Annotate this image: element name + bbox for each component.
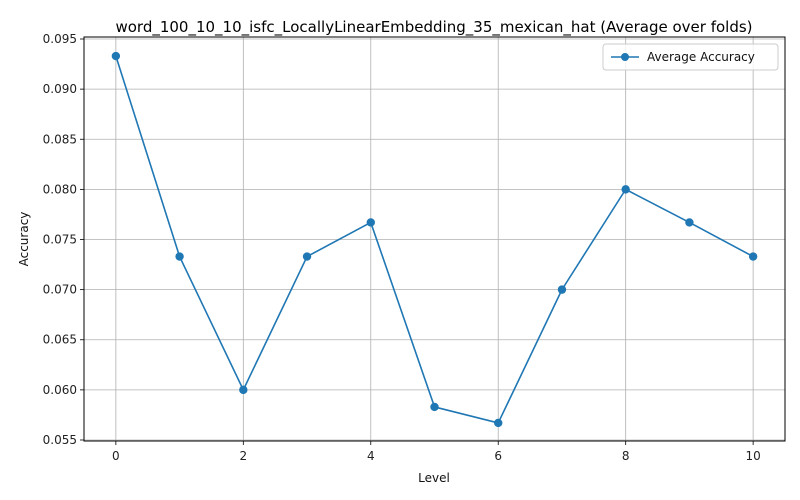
x-tick-label: 0 — [112, 449, 120, 463]
data-point — [748, 252, 758, 261]
chart-title: word_100_10_10_isfc_LocallyLinearEmbeddi… — [115, 18, 752, 37]
y-tick-label: 0.095 — [43, 32, 77, 46]
y-tick-label: 0.090 — [43, 82, 77, 96]
data-point — [685, 218, 694, 227]
plot-frame — [83, 36, 786, 442]
y-axis-label: Accuracy — [17, 212, 31, 267]
y-tick-label: 0.075 — [43, 233, 77, 247]
y-tick-label: 0.055 — [43, 433, 77, 447]
data-point — [111, 51, 121, 61]
data-point — [302, 252, 312, 261]
x-axis-label: Level — [418, 471, 450, 485]
data-point — [557, 285, 567, 294]
x-tick-label: 4 — [367, 449, 375, 463]
y-tick-label: 0.070 — [43, 283, 77, 297]
data-point — [430, 402, 439, 412]
x-tick-label: 8 — [622, 449, 630, 463]
y-tick-label: 0.080 — [43, 182, 77, 196]
grid-lines — [84, 37, 785, 441]
x-tick-label: 6 — [494, 449, 502, 463]
x-tick-label: 10 — [745, 449, 760, 463]
data-point — [175, 252, 184, 261]
data-point — [366, 218, 375, 227]
legend-marker-swatch — [621, 53, 629, 61]
y-tick-label: 0.085 — [43, 132, 77, 146]
data-point — [621, 185, 630, 194]
y-tick-label: 0.065 — [43, 333, 77, 347]
y-tick-label: 0.060 — [43, 383, 77, 397]
series-average-accuracy — [111, 51, 758, 428]
legend-entry-average-accuracy: Average Accuracy — [647, 50, 755, 64]
data-point — [494, 418, 503, 428]
data-point — [239, 385, 248, 395]
legend-box — [602, 43, 779, 71]
legend: Average Accuracy — [602, 43, 779, 71]
x-tick-label: 2 — [239, 449, 247, 463]
axis-ticks: 0 2 4 6 8 10 0.055 0.060 0.065 0.070 0.075 0.080 0.0… — [43, 32, 761, 463]
